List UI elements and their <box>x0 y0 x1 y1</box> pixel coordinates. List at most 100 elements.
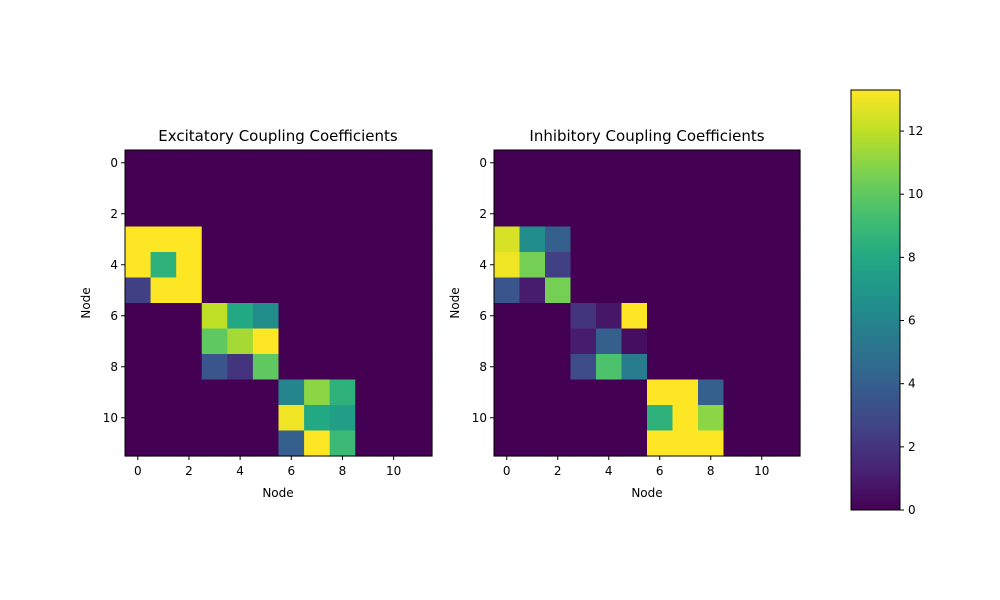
inhibitory-cells <box>494 150 801 457</box>
excitatory-heatmap-panel: Excitatory Coupling Coefficients 0 2 4 6 8 10… <box>79 127 433 500</box>
excitatory-cell-1-9 <box>355 175 382 202</box>
excitatory-cell-0-9 <box>355 150 382 177</box>
inhibitory-cell-5-7 <box>672 277 699 304</box>
inhibitory-x-tick-label: 2 <box>554 464 562 478</box>
inhibitory-cell-0-7 <box>672 150 699 177</box>
excitatory-cell-10-8 <box>329 405 356 432</box>
inhibitory-cell-1-9 <box>723 175 750 202</box>
excitatory-x-tick-label: 4 <box>236 464 244 478</box>
excitatory-cell-5-5 <box>252 277 280 304</box>
inhibitory-cell-1-1 <box>519 175 546 202</box>
excitatory-cell-7-0 <box>125 328 152 355</box>
excitatory-cell-0-5 <box>252 150 280 177</box>
inhibitory-cell-2-6 <box>647 201 674 228</box>
inhibitory-cell-11-8 <box>698 430 725 457</box>
inhibitory-cell-2-9 <box>723 201 750 228</box>
inhibitory-cell-7-6 <box>647 328 674 355</box>
inhibitory-cell-4-4 <box>596 252 623 279</box>
inhibitory-cell-2-2 <box>545 201 572 228</box>
inhibitory-cell-4-11 <box>774 252 801 279</box>
excitatory-axes-frame <box>124 149 433 457</box>
excitatory-cell-4-10 <box>380 252 408 279</box>
inhibitory-cell-4-9 <box>723 252 750 279</box>
inhibitory-cell-10-6 <box>647 405 674 432</box>
inhibitory-cell-7-8 <box>698 328 725 355</box>
inhibitory-cell-8-2 <box>545 354 572 381</box>
inhibitory-cell-0-4 <box>596 150 623 177</box>
excitatory-cell-6-9 <box>355 303 382 330</box>
excitatory-cell-8-8 <box>329 354 356 381</box>
inhibitory-cell-8-1 <box>519 354 546 381</box>
excitatory-cell-0-11 <box>406 150 433 177</box>
excitatory-cell-11-4 <box>227 430 254 457</box>
inhibitory-cell-2-8 <box>698 201 725 228</box>
excitatory-cell-4-1 <box>150 252 177 279</box>
inhibitory-cell-9-6 <box>647 379 674 406</box>
excitatory-cell-0-3 <box>201 150 228 177</box>
inhibitory-cell-8-0 <box>494 354 521 381</box>
excitatory-cell-11-2 <box>176 430 203 457</box>
inhibitory-cell-10-9 <box>723 405 750 432</box>
excitatory-cell-8-6 <box>278 354 305 381</box>
inhibitory-cell-7-0 <box>494 328 521 355</box>
inhibitory-x-ticks: 0 2 4 6 8 10 <box>503 456 769 478</box>
excitatory-x-ticks: 0 2 4 6 8 10 <box>134 456 401 478</box>
excitatory-cell-4-6 <box>278 252 305 279</box>
inhibitory-cell-5-9 <box>723 277 750 304</box>
inhibitory-cell-3-4 <box>596 226 623 253</box>
inhibitory-cell-5-1 <box>519 277 546 304</box>
excitatory-cell-1-8 <box>329 175 356 202</box>
inhibitory-cell-4-3 <box>570 252 597 279</box>
colorbar-tick-label: 4 <box>908 377 916 391</box>
inhibitory-cell-11-10 <box>749 430 776 457</box>
excitatory-cell-9-8 <box>329 379 356 406</box>
excitatory-cell-4-5 <box>252 252 280 279</box>
excitatory-cell-5-9 <box>355 277 382 304</box>
inhibitory-cell-6-9 <box>723 303 750 330</box>
excitatory-cell-6-10 <box>380 303 408 330</box>
excitatory-cell-1-4 <box>227 175 254 202</box>
excitatory-cell-5-4 <box>227 277 254 304</box>
excitatory-y-axis-label: Node <box>79 287 93 318</box>
excitatory-cell-7-2 <box>176 328 203 355</box>
excitatory-cell-1-1 <box>150 175 177 202</box>
excitatory-cell-6-7 <box>304 303 331 330</box>
inhibitory-cell-8-11 <box>774 354 801 381</box>
inhibitory-cell-8-6 <box>647 354 674 381</box>
excitatory-cell-6-6 <box>278 303 305 330</box>
excitatory-cell-1-10 <box>380 175 408 202</box>
excitatory-cell-7-1 <box>150 328 177 355</box>
excitatory-cell-10-3 <box>201 405 228 432</box>
colorbar-tick-label: 10 <box>908 187 923 201</box>
excitatory-cell-7-5 <box>252 328 280 355</box>
excitatory-cell-4-8 <box>329 252 356 279</box>
excitatory-cell-9-3 <box>201 379 228 406</box>
inhibitory-cell-11-6 <box>647 430 674 457</box>
excitatory-cell-6-0 <box>125 303 152 330</box>
excitatory-cell-8-2 <box>176 354 203 381</box>
inhibitory-cell-3-5 <box>621 226 648 253</box>
excitatory-cell-9-10 <box>380 379 408 406</box>
excitatory-cell-11-11 <box>406 430 433 457</box>
excitatory-cell-10-5 <box>252 405 280 432</box>
inhibitory-cell-7-1 <box>519 328 546 355</box>
inhibitory-cell-1-5 <box>621 175 648 202</box>
excitatory-cell-3-9 <box>355 226 382 253</box>
inhibitory-cell-4-5 <box>621 252 648 279</box>
inhibitory-x-tick-label: 6 <box>656 464 664 478</box>
inhibitory-cell-5-11 <box>774 277 801 304</box>
inhibitory-x-tick-label: 4 <box>605 464 613 478</box>
inhibitory-cell-3-0 <box>494 226 521 253</box>
excitatory-cells <box>125 150 433 457</box>
colorbar: 0 2 4 6 8 10 12 <box>850 89 923 517</box>
excitatory-cell-6-3 <box>201 303 228 330</box>
inhibitory-cell-11-1 <box>519 430 546 457</box>
excitatory-cell-10-7 <box>304 405 331 432</box>
excitatory-cell-9-7 <box>304 379 331 406</box>
excitatory-cell-11-0 <box>125 430 152 457</box>
excitatory-cell-0-4 <box>227 150 254 177</box>
excitatory-cell-11-1 <box>150 430 177 457</box>
inhibitory-y-tick-label: 2 <box>479 207 487 221</box>
inhibitory-cell-10-0 <box>494 405 521 432</box>
inhibitory-cell-11-11 <box>774 430 801 457</box>
